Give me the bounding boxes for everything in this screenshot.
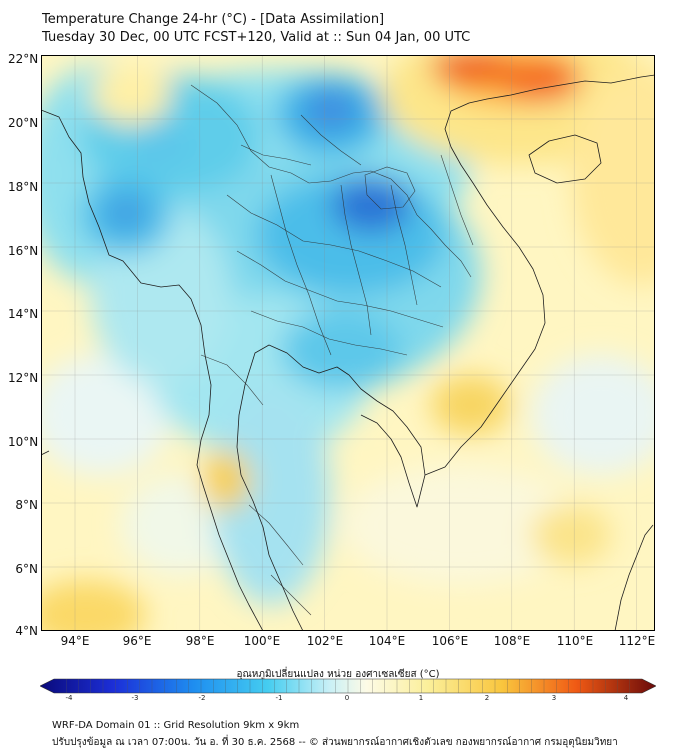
colorbar-tick: 1 (418, 694, 424, 702)
lon-label-96e: 96°E (122, 634, 152, 648)
lat-label-22n: 22°N (8, 52, 39, 66)
temperature-change-map (41, 55, 655, 631)
lon-label-94e: 94°E (60, 634, 90, 648)
colorbar-ticks (66, 679, 630, 693)
lat-label-16n: 16°N (8, 244, 39, 258)
lat-label-12n: 12°N (8, 371, 39, 385)
lon-label-106e: 106°E (431, 634, 469, 648)
lon-label-102e: 102°E (306, 634, 344, 648)
colorbar-tick: 2 (484, 694, 490, 702)
lon-label-110e: 110°E (556, 634, 594, 648)
lon-label-98e: 98°E (185, 634, 215, 648)
map-panel (41, 55, 655, 631)
lon-label-104e: 104°E (368, 634, 406, 648)
map-subtitle: Tuesday 30 Dec, 00 UTC FCST+120, Valid a… (42, 30, 471, 45)
lat-label-8n: 8°N (15, 498, 38, 512)
map-title: Temperature Change 24-hr (°C) - [Data As… (42, 12, 385, 27)
admin-borders (190, 84, 474, 616)
lat-label-18n: 18°N (8, 180, 39, 194)
coastlines (41, 74, 655, 631)
lat-label-20n: 20°N (8, 116, 39, 130)
colorbar-tick: 4 (623, 694, 629, 702)
lon-label-108e: 108°E (493, 634, 531, 648)
map-frame (41, 55, 655, 631)
footer-credit: ปรับปรุงข้อมูล ณ เวลา 07:00น. วัน อ. ที่… (52, 737, 618, 748)
lon-label-100e: 100°E (243, 634, 281, 648)
colorbar-tick: -2 (198, 694, 206, 702)
colorbar-tick: 0 (344, 694, 350, 702)
temperature-field (41, 55, 655, 631)
lat-label-6n: 6°N (15, 562, 38, 576)
footer-model-info: WRF-DA Domain 01 :: Grid Resolution 9km … (52, 720, 300, 731)
lon-label-112e: 112°E (618, 634, 656, 648)
lat-label-10n: 10°N (8, 435, 39, 449)
colorbar-tick: -3 (131, 694, 139, 702)
colorbar-title: อุณหภูมิเปลี่ยนแปลง หน่วย องศาเซลเซียส (… (236, 669, 440, 680)
lat-label-14n: 14°N (8, 307, 39, 321)
graticule (41, 55, 655, 631)
lat-label-4n: 4°N (15, 624, 38, 638)
colorbar (40, 678, 656, 694)
colorbar-tick: -1 (275, 694, 283, 702)
colorbar-tick: -4 (65, 694, 73, 702)
colorbar-tick: 3 (551, 694, 557, 702)
